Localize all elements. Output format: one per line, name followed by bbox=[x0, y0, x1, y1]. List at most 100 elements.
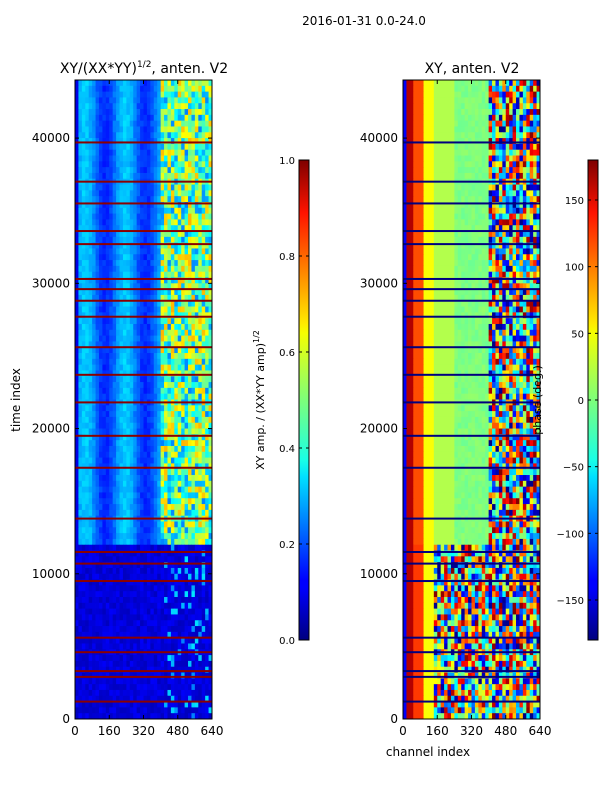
heatmap-cell bbox=[78, 329, 83, 336]
heatmap-cell bbox=[177, 463, 182, 470]
heatmap-cell bbox=[157, 306, 162, 313]
heatmap-cell bbox=[143, 626, 148, 633]
heatmap-cell bbox=[119, 172, 124, 180]
heatmap-cell bbox=[133, 254, 138, 261]
heatmap-cell bbox=[119, 637, 124, 644]
heatmap-cell bbox=[488, 114, 493, 122]
heatmap-cell bbox=[78, 550, 83, 557]
heatmap-cell bbox=[150, 103, 155, 110]
heatmap-cell bbox=[129, 167, 134, 174]
heatmap-cell bbox=[105, 213, 110, 220]
heatmap-cell bbox=[116, 172, 120, 180]
heatmap-cell bbox=[112, 684, 117, 691]
heatmap-cell bbox=[143, 196, 148, 203]
heatmap-cell bbox=[177, 376, 182, 383]
heatmap-cell bbox=[157, 318, 162, 325]
heatmap-cell bbox=[194, 504, 199, 511]
heatmap-cell bbox=[205, 114, 209, 122]
heatmap-cell bbox=[164, 463, 168, 470]
heatmap-cell bbox=[208, 631, 213, 639]
heatmap-cell bbox=[112, 440, 117, 447]
heatmap-cell bbox=[112, 161, 117, 168]
heatmap-cell bbox=[160, 300, 165, 307]
heatmap-cell bbox=[105, 358, 110, 366]
heatmap-cell bbox=[153, 306, 158, 313]
heatmap-cell bbox=[133, 289, 138, 296]
heatmap-cell bbox=[170, 405, 175, 412]
heatmap-cell bbox=[109, 85, 114, 93]
heatmap-cell bbox=[167, 376, 172, 383]
heatmap-cell bbox=[191, 666, 196, 673]
heatmap-cell bbox=[167, 405, 172, 412]
heatmap-cell bbox=[133, 405, 138, 412]
heatmap-cell bbox=[157, 341, 162, 348]
heatmap-cell bbox=[78, 335, 83, 342]
heatmap-cell bbox=[201, 608, 206, 615]
heatmap-cell bbox=[146, 103, 151, 110]
heatmap-cell bbox=[157, 678, 162, 685]
heatmap-cell bbox=[170, 172, 175, 180]
heatmap-cell bbox=[181, 190, 185, 197]
heatmap-cell bbox=[188, 428, 192, 435]
heatmap-cell bbox=[116, 155, 120, 162]
heatmap-cell bbox=[157, 451, 162, 458]
heatmap-cell bbox=[191, 289, 196, 296]
heatmap-cell bbox=[201, 533, 206, 540]
heatmap-cell bbox=[191, 231, 196, 238]
heatmap-cell bbox=[126, 521, 131, 528]
heatmap-cell bbox=[116, 382, 120, 389]
heatmap-cell bbox=[177, 300, 182, 307]
heatmap-cell bbox=[181, 480, 185, 488]
heatmap-cell bbox=[170, 469, 175, 476]
heatmap-cell bbox=[119, 254, 124, 261]
heatmap-cell bbox=[88, 248, 93, 255]
heatmap-cell bbox=[85, 248, 90, 255]
heatmap-cell bbox=[181, 306, 185, 313]
heatmap-cell bbox=[133, 701, 138, 708]
heatmap-cell bbox=[188, 451, 192, 458]
heatmap-cell bbox=[88, 265, 93, 273]
heatmap-cell bbox=[143, 533, 148, 540]
heatmap-cell bbox=[88, 660, 93, 668]
heatmap-cell bbox=[136, 236, 141, 244]
heatmap-cell bbox=[194, 405, 199, 412]
heatmap-cell bbox=[184, 283, 189, 290]
heatmap-cell bbox=[105, 201, 110, 209]
heatmap-cell bbox=[188, 573, 192, 580]
heatmap-cell bbox=[164, 451, 168, 458]
heatmap-cell bbox=[143, 689, 148, 697]
heatmap-cell bbox=[184, 695, 189, 702]
heatmap-cell bbox=[85, 666, 90, 673]
heatmap-cell bbox=[75, 103, 79, 110]
right-panel: XY, anten. V2 0 160 320 480 6400100002000030… bbox=[360, 61, 552, 738]
heatmap-cell bbox=[160, 666, 165, 673]
heatmap-cell bbox=[112, 689, 117, 697]
heatmap-cell bbox=[184, 445, 189, 453]
heatmap-cell bbox=[468, 109, 472, 116]
heatmap-cell bbox=[150, 242, 155, 249]
heatmap-cell bbox=[201, 713, 206, 720]
heatmap-cell bbox=[81, 248, 86, 255]
heatmap-cell bbox=[140, 486, 144, 493]
heatmap-cell bbox=[85, 364, 90, 371]
heatmap-cell bbox=[177, 109, 182, 116]
heatmap-cell bbox=[177, 498, 182, 505]
heatmap-cell bbox=[140, 172, 144, 180]
heatmap-cell bbox=[88, 213, 93, 220]
heatmap-cell bbox=[208, 695, 213, 702]
heatmap-cell bbox=[194, 358, 199, 366]
heatmap-cell bbox=[122, 289, 127, 296]
heatmap-cell bbox=[536, 120, 541, 127]
heatmap-cell bbox=[194, 382, 199, 389]
heatmap-cell bbox=[208, 550, 213, 557]
heatmap-cell bbox=[167, 190, 172, 197]
heatmap-cell bbox=[88, 196, 93, 203]
heatmap-cell bbox=[416, 103, 421, 110]
heatmap-cell bbox=[188, 167, 192, 174]
heatmap-cell bbox=[174, 655, 179, 662]
heatmap-cell bbox=[184, 97, 189, 104]
heatmap-cell bbox=[184, 231, 189, 238]
heatmap-cell bbox=[536, 138, 541, 145]
heatmap-cell bbox=[102, 341, 107, 348]
heatmap-cell bbox=[160, 109, 165, 116]
